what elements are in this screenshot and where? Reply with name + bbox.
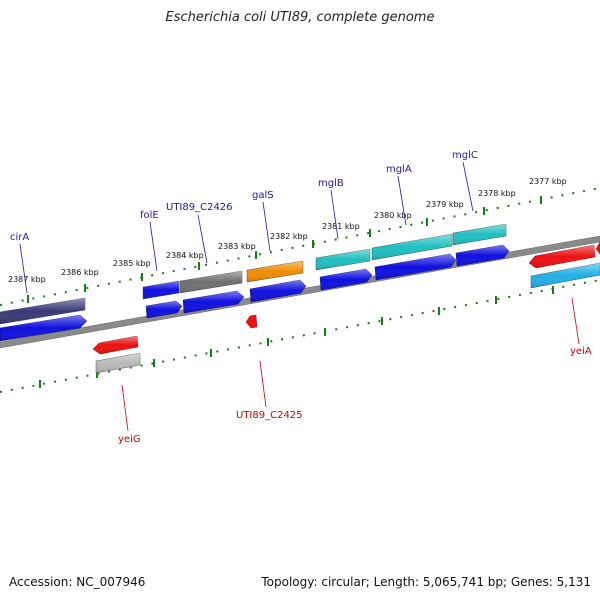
kbp-label-2380: 2380 kbp (374, 211, 412, 220)
leader-mglC (462, 161, 474, 212)
leader-mglB (330, 189, 339, 240)
gene-label-folE: folE (140, 210, 159, 221)
cds-arrow-UTI89_C2425 (245, 314, 258, 329)
topology-text: Topology: circular; Length: 5,065,741 bp… (261, 575, 591, 589)
gene-label-mglC: mglC (452, 150, 478, 161)
leader-UTI89_C2425 (259, 360, 267, 408)
kbp-label-2381: 2381 kbp (322, 222, 360, 231)
leader-cirA (19, 243, 28, 294)
cds-arrow-offscreen (595, 241, 600, 255)
gene-label-mglB: mglB (318, 178, 344, 189)
leader-yeiA (571, 297, 580, 345)
kbp-labels: 2377 kbp 2378 kbp 2379 kbp 2380 kbp 2381… (8, 177, 567, 284)
leader-mglA (397, 175, 407, 226)
gene-label-yeiG: yeiG (118, 434, 141, 445)
leader-yeiG (121, 384, 129, 432)
gene-label-UTI89_C2426: UTI89_C2426 (166, 202, 233, 213)
kbp-label-2382: 2382 kbp (270, 232, 308, 241)
kbp-label-2385: 2385 kbp (113, 259, 151, 268)
forward-gene-labels: cirA folE UTI89_C2426 galS mglB mglA mgl… (10, 150, 478, 243)
kbp-label-2383: 2383 kbp (218, 242, 256, 251)
kbp-label-2378: 2378 kbp (478, 189, 516, 198)
accession-text: Accession: NC_007946 (9, 575, 146, 589)
outer-major-ticks (27, 196, 542, 303)
gene-label-mglA: mglA (386, 164, 412, 175)
forward-cds-arrow-shading (0, 245, 509, 341)
leader-folE (149, 221, 158, 272)
reverse-gene-labels: yeiG UTI89_C2425 yeiA (118, 346, 592, 445)
kbp-label-2379: 2379 kbp (426, 200, 464, 209)
reverse-gene-bar-shading (96, 263, 600, 373)
gene-label-UTI89_C2425: UTI89_C2425 (236, 410, 303, 421)
gene-label-yeiA: yeiA (570, 346, 592, 357)
kbp-label-2377: 2377 kbp (529, 177, 567, 186)
reverse-cds-arrow-shading (93, 245, 595, 354)
kbp-label-2384: 2384 kbp (166, 251, 204, 260)
forward-leader-lines (19, 161, 474, 294)
inner-tick-ring (0, 279, 600, 393)
kbp-label-2386: 2386 kbp (61, 268, 99, 277)
forward-gene-bar-shading (0, 224, 506, 324)
leader-UTI89_C2426 (197, 214, 208, 264)
inner-major-ticks (39, 286, 554, 388)
gene-label-cirA: cirA (10, 232, 29, 243)
leader-galS (262, 201, 271, 252)
gene-label-galS: galS (252, 190, 274, 201)
reverse-leader-lines (121, 297, 580, 432)
map-title: Escherichia coli UTI89, complete genome (165, 10, 435, 25)
kbp-label-2387: 2387 kbp (8, 275, 46, 284)
